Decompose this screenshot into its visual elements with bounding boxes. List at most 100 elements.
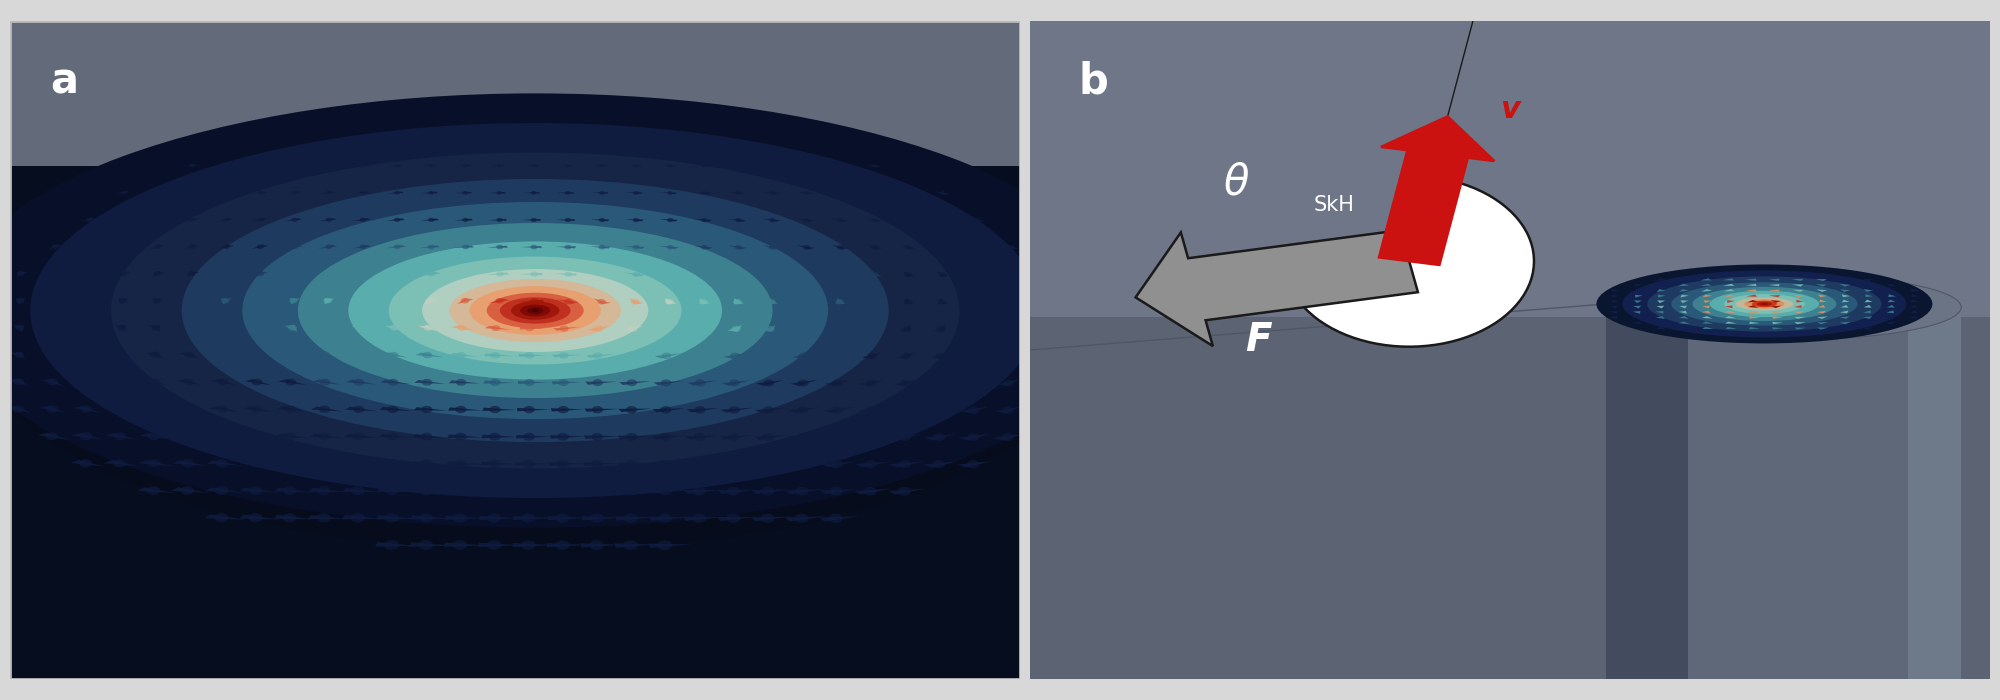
Circle shape bbox=[830, 460, 842, 468]
Polygon shape bbox=[1768, 295, 1780, 298]
Polygon shape bbox=[728, 246, 746, 249]
Polygon shape bbox=[82, 218, 96, 222]
Polygon shape bbox=[1772, 322, 1784, 324]
Polygon shape bbox=[208, 433, 242, 439]
Circle shape bbox=[968, 407, 980, 414]
Polygon shape bbox=[204, 514, 246, 520]
Polygon shape bbox=[1632, 311, 1640, 314]
Circle shape bbox=[866, 379, 876, 386]
Circle shape bbox=[116, 379, 126, 386]
Circle shape bbox=[250, 405, 262, 413]
Circle shape bbox=[146, 486, 160, 495]
Circle shape bbox=[154, 191, 160, 195]
Circle shape bbox=[290, 298, 298, 304]
Circle shape bbox=[420, 459, 432, 468]
Circle shape bbox=[428, 218, 434, 222]
Circle shape bbox=[556, 460, 570, 468]
Polygon shape bbox=[312, 379, 342, 385]
Circle shape bbox=[16, 298, 24, 304]
Polygon shape bbox=[1772, 312, 1784, 314]
Circle shape bbox=[252, 351, 262, 358]
Circle shape bbox=[592, 406, 604, 414]
Ellipse shape bbox=[1692, 287, 1836, 321]
Circle shape bbox=[256, 298, 264, 304]
Polygon shape bbox=[1864, 305, 1872, 308]
Polygon shape bbox=[150, 244, 166, 249]
Circle shape bbox=[222, 218, 230, 222]
Polygon shape bbox=[750, 517, 792, 522]
Circle shape bbox=[830, 486, 842, 496]
Polygon shape bbox=[1768, 273, 1780, 276]
Polygon shape bbox=[938, 298, 948, 304]
Polygon shape bbox=[754, 435, 788, 440]
Polygon shape bbox=[828, 352, 848, 359]
Polygon shape bbox=[284, 218, 302, 221]
Polygon shape bbox=[592, 193, 608, 194]
Circle shape bbox=[770, 218, 776, 223]
Circle shape bbox=[284, 405, 296, 413]
Polygon shape bbox=[1748, 311, 1760, 313]
Polygon shape bbox=[454, 218, 472, 220]
Polygon shape bbox=[1030, 317, 1990, 679]
Polygon shape bbox=[758, 352, 780, 359]
Circle shape bbox=[252, 379, 262, 386]
Polygon shape bbox=[484, 381, 514, 384]
Polygon shape bbox=[184, 164, 198, 167]
Polygon shape bbox=[1700, 273, 1712, 275]
Circle shape bbox=[564, 299, 572, 304]
Polygon shape bbox=[866, 192, 882, 195]
Polygon shape bbox=[310, 407, 344, 412]
Polygon shape bbox=[762, 192, 780, 195]
Polygon shape bbox=[820, 489, 858, 494]
Polygon shape bbox=[550, 408, 584, 412]
Polygon shape bbox=[624, 246, 644, 248]
Polygon shape bbox=[222, 298, 232, 304]
Polygon shape bbox=[548, 516, 588, 520]
Polygon shape bbox=[1910, 305, 1918, 307]
Polygon shape bbox=[1816, 279, 1826, 281]
Polygon shape bbox=[858, 407, 888, 413]
Circle shape bbox=[46, 405, 58, 413]
Polygon shape bbox=[752, 462, 790, 467]
Polygon shape bbox=[308, 515, 348, 519]
Polygon shape bbox=[718, 462, 756, 467]
Polygon shape bbox=[482, 407, 516, 411]
Circle shape bbox=[626, 406, 638, 414]
Circle shape bbox=[318, 405, 330, 413]
Polygon shape bbox=[832, 218, 848, 222]
Polygon shape bbox=[344, 434, 380, 438]
Polygon shape bbox=[276, 433, 310, 439]
Polygon shape bbox=[584, 409, 618, 412]
Circle shape bbox=[936, 353, 946, 359]
Circle shape bbox=[428, 164, 434, 167]
Polygon shape bbox=[274, 488, 314, 493]
Polygon shape bbox=[970, 245, 984, 250]
Circle shape bbox=[660, 379, 672, 386]
Ellipse shape bbox=[500, 298, 570, 323]
Polygon shape bbox=[1818, 328, 1828, 330]
Polygon shape bbox=[218, 164, 232, 167]
Polygon shape bbox=[186, 272, 200, 277]
Polygon shape bbox=[382, 352, 408, 358]
Polygon shape bbox=[518, 354, 548, 357]
Ellipse shape bbox=[1724, 294, 1804, 314]
Polygon shape bbox=[452, 272, 476, 275]
Polygon shape bbox=[654, 381, 684, 385]
Circle shape bbox=[940, 218, 946, 223]
Polygon shape bbox=[866, 164, 880, 167]
Polygon shape bbox=[478, 542, 522, 547]
Polygon shape bbox=[1748, 300, 1758, 302]
Polygon shape bbox=[172, 460, 208, 466]
Polygon shape bbox=[1840, 311, 1848, 314]
Polygon shape bbox=[1794, 311, 1804, 314]
Circle shape bbox=[80, 405, 92, 413]
Polygon shape bbox=[926, 407, 954, 414]
Polygon shape bbox=[1912, 294, 1918, 297]
Polygon shape bbox=[994, 406, 1022, 414]
Circle shape bbox=[558, 352, 568, 359]
Polygon shape bbox=[84, 298, 94, 304]
Polygon shape bbox=[376, 488, 416, 492]
Circle shape bbox=[624, 460, 638, 468]
Polygon shape bbox=[82, 244, 96, 249]
Polygon shape bbox=[1678, 279, 1688, 281]
